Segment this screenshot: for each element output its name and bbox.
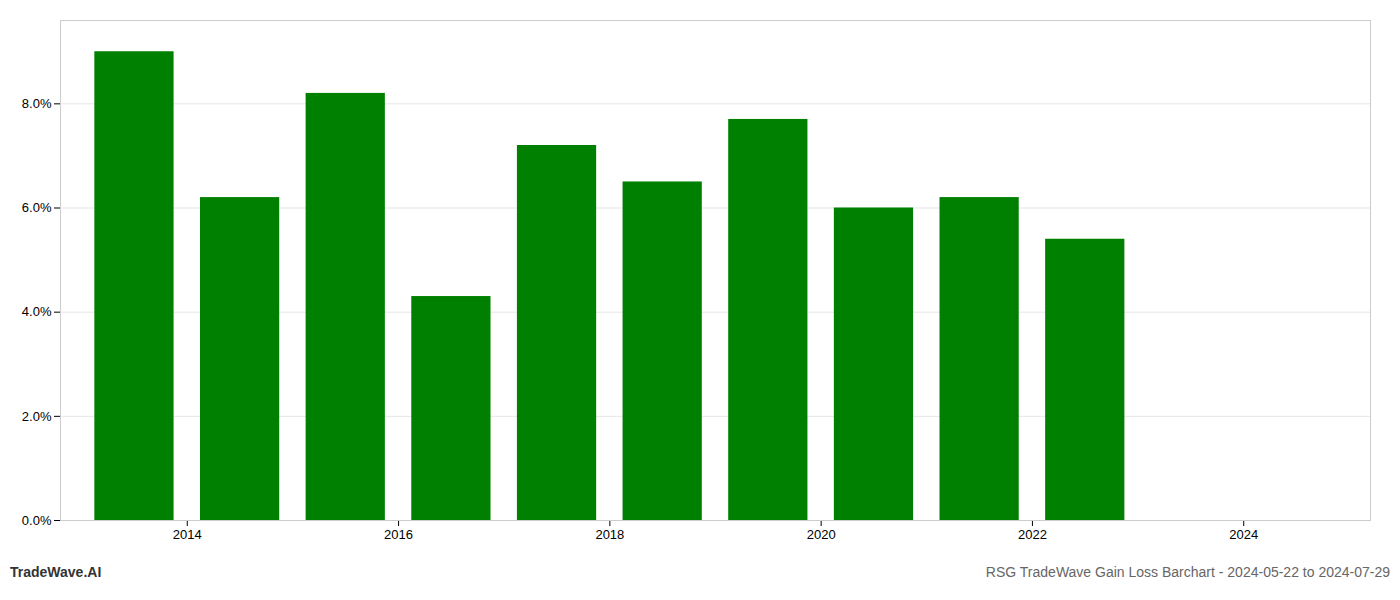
svg-text:2.0%: 2.0% [22, 408, 52, 423]
svg-text:2016: 2016 [384, 527, 413, 542]
svg-text:2020: 2020 [807, 527, 836, 542]
html-text:TradeWave.AI: TradeWave.AI [10, 564, 102, 580]
svg-text:2014: 2014 [173, 527, 202, 542]
svg-text:4.0%: 4.0% [22, 304, 52, 319]
svg-text:2018: 2018 [595, 527, 624, 542]
svg-text:8.0%: 8.0% [22, 96, 52, 111]
svg-text:6.0%: 6.0% [22, 200, 52, 215]
svg-text:2024: 2024 [1229, 527, 1258, 542]
svg-text:0.0%: 0.0% [22, 513, 52, 528]
svg-text:2022: 2022 [1018, 527, 1047, 542]
html-text:RSG TradeWave Gain Loss Barcha: RSG TradeWave Gain Loss Barchart - 2024-… [985, 564, 1390, 580]
